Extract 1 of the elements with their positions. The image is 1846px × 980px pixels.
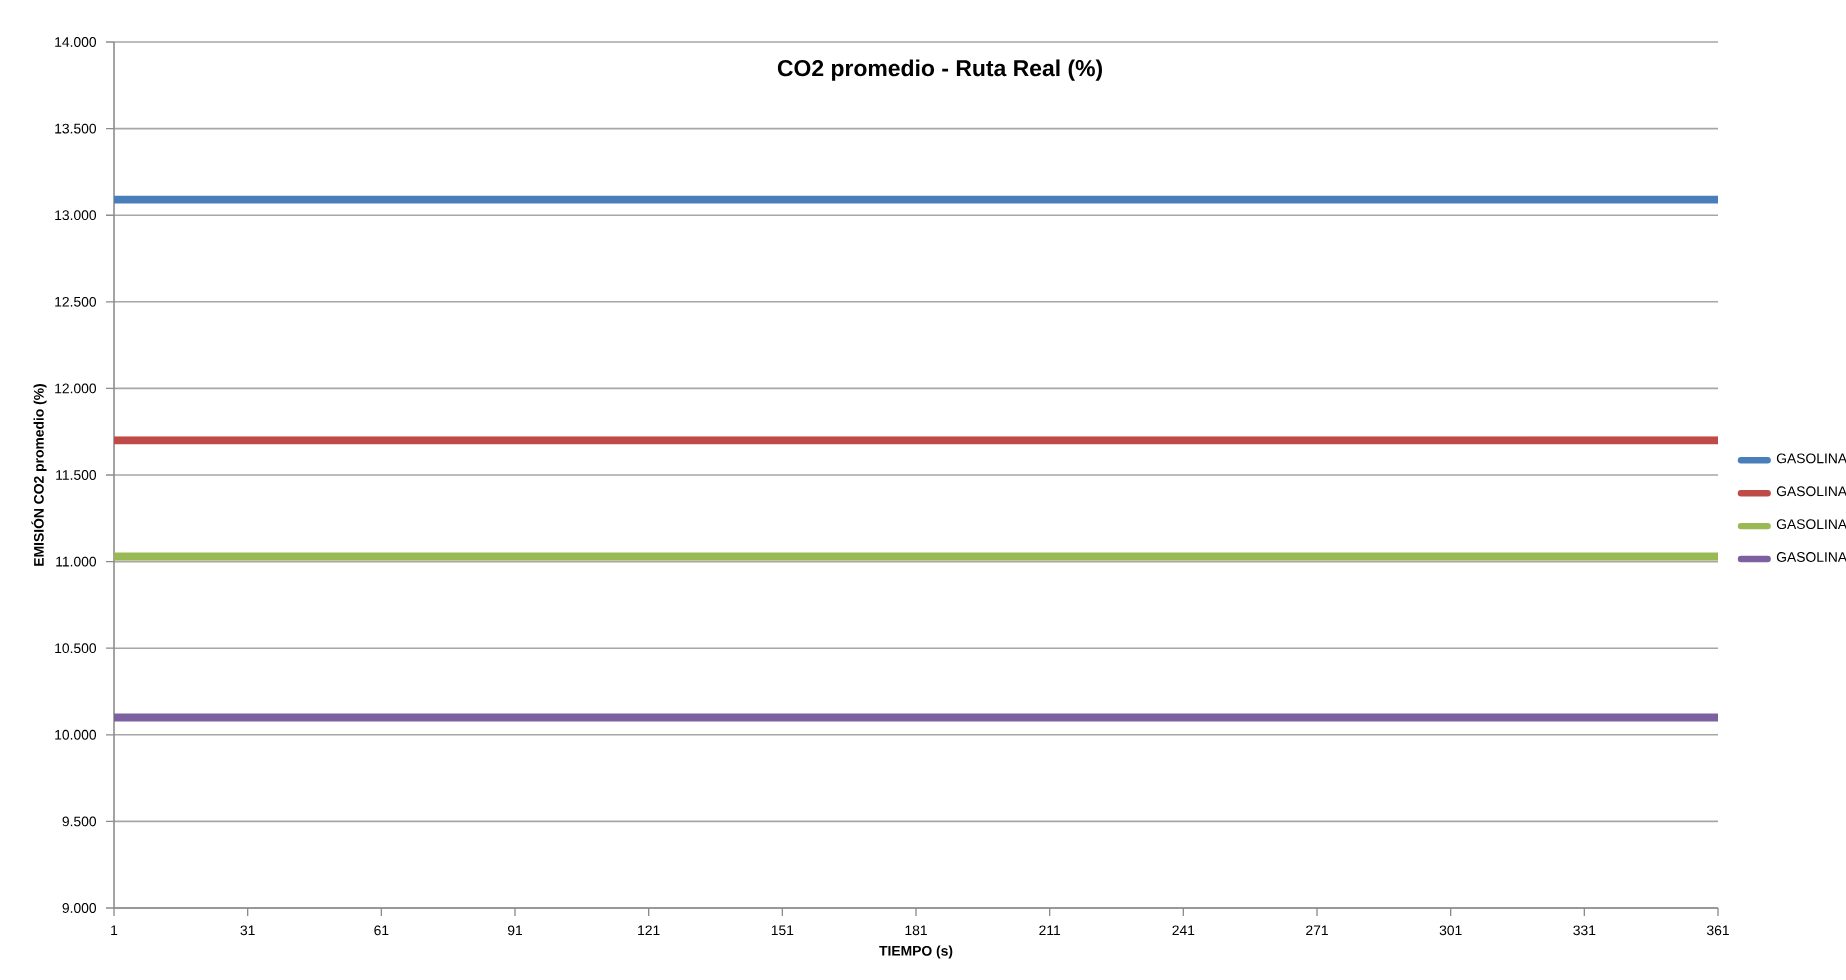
text: CO2 promedio - Ruta Real (%) [777, 59, 1102, 81]
